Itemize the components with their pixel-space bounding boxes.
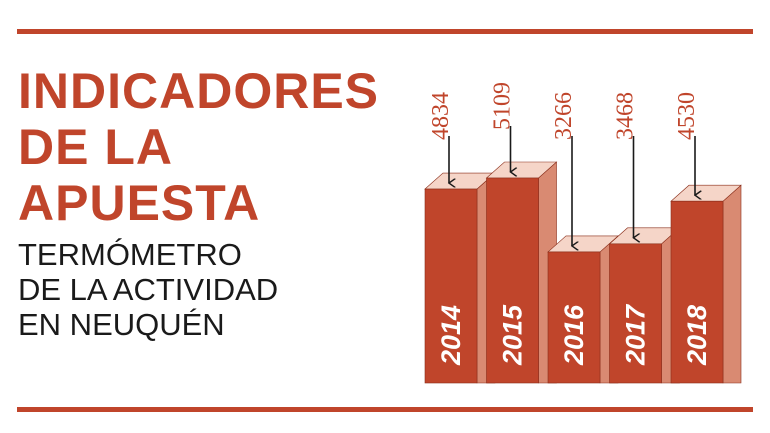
title-line: APUESTA [18, 175, 260, 231]
bar-front [609, 243, 662, 384]
bottom-rule [17, 407, 753, 412]
subtitle-line: EN NEUQUÉN [18, 307, 225, 342]
value-label: 4834 [428, 92, 454, 140]
value-label: 3468 [613, 92, 639, 140]
year-label: 2017 [621, 303, 651, 366]
bar-front [670, 200, 724, 384]
value-label: 3266 [551, 92, 577, 140]
bar-front [424, 188, 478, 384]
subtitle-line: TERMÓMETRO [18, 237, 242, 272]
bar-front [547, 251, 601, 384]
title-line: DE LA [18, 119, 173, 175]
subtitle-line: DE LA ACTIVIDAD [18, 272, 278, 307]
year-label: 2016 [559, 304, 589, 366]
year-label: 2014 [436, 305, 466, 366]
year-label: 2015 [498, 304, 528, 366]
title-line: INDICADORES [18, 63, 379, 119]
year-label: 2018 [682, 305, 712, 366]
bar-front [486, 177, 539, 384]
value-label: 5109 [490, 82, 516, 130]
value-label: 4530 [674, 92, 700, 140]
bar [485, 161, 558, 384]
bar [670, 184, 742, 384]
bar-side [722, 184, 742, 384]
top-rule [17, 29, 753, 34]
